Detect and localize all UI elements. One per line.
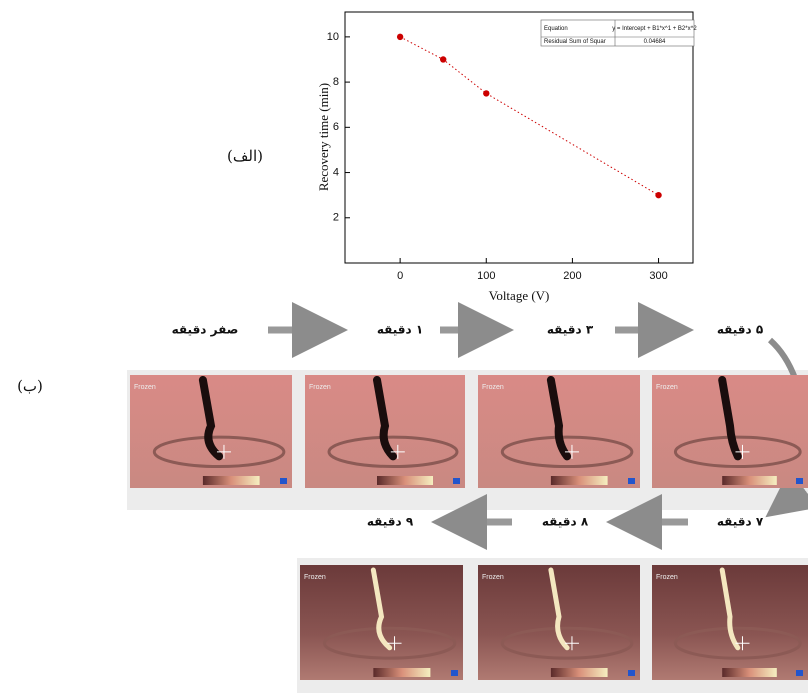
colorbar — [377, 476, 433, 485]
panel-label: Frozen — [482, 574, 504, 581]
colorbar-swatch — [451, 670, 458, 676]
x-tick-label: 200 — [563, 270, 581, 282]
colorbar — [551, 668, 608, 677]
colorbar-swatch — [628, 478, 635, 484]
panel-label: Frozen — [656, 384, 678, 391]
page: {"chart_data": {"type": "scatter", "x": … — [0, 0, 808, 693]
thermal-image: Frozen — [652, 565, 808, 680]
colorbar — [722, 668, 777, 677]
panel-label: Frozen — [134, 384, 156, 391]
x-tick-label: 0 — [397, 270, 403, 282]
step-label: ۵ دقیقه — [717, 323, 763, 337]
thermal-image: Frozen — [652, 375, 808, 488]
label-b: (ب) — [17, 377, 43, 395]
y-axis-label: Recovery time (min) — [316, 83, 331, 191]
y-tick-label: 2 — [333, 212, 339, 224]
colorbar-swatch — [453, 478, 460, 484]
fit-table-cell: Residual Sum of Squar — [544, 39, 606, 45]
panel-label: Frozen — [309, 384, 331, 391]
fit-table-cell: Equation — [544, 26, 568, 32]
panel-label: Frozen — [304, 574, 326, 581]
step-label: ۳ دقیقه — [547, 323, 594, 337]
colorbar-swatch — [628, 670, 635, 676]
thermal-image: Frozen — [305, 375, 465, 488]
data-point — [397, 34, 403, 40]
label-a: (الف) — [227, 147, 263, 165]
panel-label: Frozen — [482, 384, 504, 391]
colorbar — [722, 476, 777, 485]
step-label: ۸ دقیقه — [542, 515, 589, 529]
step-label: ۱ دقیقه — [377, 323, 423, 337]
panel-label: Frozen — [656, 574, 678, 581]
colorbar-swatch — [796, 670, 803, 676]
y-tick-label: 4 — [333, 166, 339, 178]
fit-table-cell: 0.04684 — [644, 39, 666, 45]
thermal-image: Frozen — [300, 565, 463, 680]
thermal-image: Frozen — [478, 375, 640, 488]
data-point — [483, 90, 489, 96]
y-tick-label: 8 — [333, 76, 339, 88]
colorbar — [551, 476, 608, 485]
step-label: صفر دقیقه — [172, 323, 239, 337]
step-label: ۹ دقیقه — [367, 515, 414, 529]
plot-frame — [345, 12, 693, 263]
y-tick-label: 10 — [327, 31, 339, 43]
step-label: ۷ دقیقه — [717, 515, 764, 529]
data-point — [655, 192, 661, 198]
x-tick-label: 300 — [649, 270, 667, 282]
colorbar-swatch — [796, 478, 803, 484]
fit-line — [400, 37, 658, 195]
figure: (الف) (ب) Voltage (V) Recovery time (min… — [0, 0, 808, 693]
thermal-image: Frozen — [478, 565, 640, 680]
thermal-image: Frozen — [130, 375, 292, 488]
x-axis-label: Voltage (V) — [489, 288, 550, 303]
colorbar — [373, 668, 430, 677]
y-tick-label: 6 — [333, 121, 339, 133]
data-point — [440, 56, 446, 62]
colorbar — [203, 476, 260, 485]
fit-table-cell: y = Intercept + B1*x^1 + B2*x^2 — [612, 26, 697, 32]
x-tick-label: 100 — [477, 270, 495, 282]
colorbar-swatch — [280, 478, 287, 484]
